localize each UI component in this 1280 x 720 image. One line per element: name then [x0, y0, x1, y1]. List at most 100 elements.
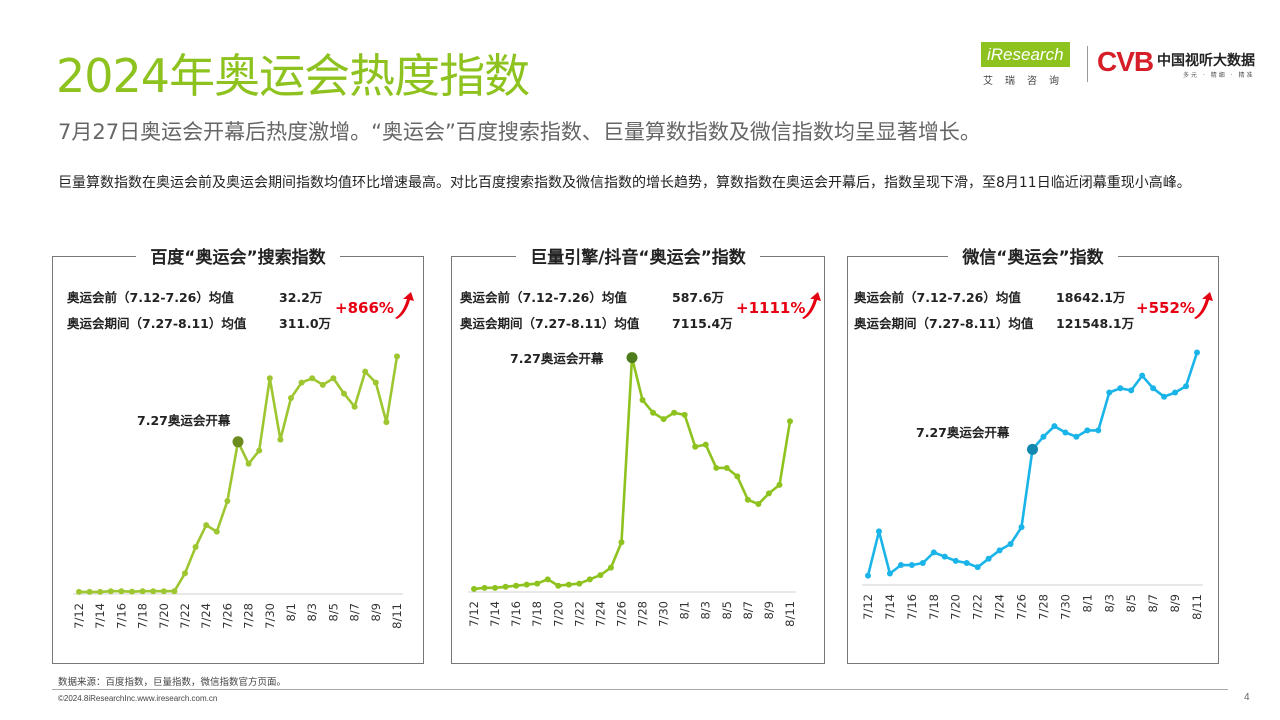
data-point	[650, 409, 657, 416]
data-point	[319, 381, 326, 388]
x-tick-label: 7/22	[178, 603, 192, 629]
cvb-logo-mark: CVB	[1097, 46, 1154, 77]
data-point	[776, 481, 783, 488]
stat-label-before: 奥运会前（7.12-7.26）均值	[67, 290, 234, 305]
chart-title: 巨量引擎/抖音“奥运会”指数	[452, 243, 824, 268]
data-point	[129, 588, 135, 595]
iresearch-logo: iResearch 艾瑞咨询	[981, 42, 1079, 88]
stat-label-before: 奥运会前（7.12-7.26）均值	[460, 290, 627, 305]
chart-panel-douyin: 巨量引擎/抖音“奥运会”指数 奥运会前（7.12-7.26）均值 587.6万 …	[451, 248, 825, 664]
highlight-point	[626, 352, 638, 364]
series-line	[866, 352, 1199, 576]
x-tick-label: 8/11	[390, 603, 404, 629]
data-point	[607, 564, 614, 571]
data-point	[963, 559, 970, 566]
cvb-logo: CVB 中国视听大数据 多元 · 精细 · 精准	[1097, 46, 1269, 86]
data-point	[362, 368, 369, 375]
data-point	[681, 411, 688, 418]
x-tick-label: 7/12	[467, 601, 481, 627]
stat-value-during: 311.0万	[279, 316, 332, 331]
x-tick-label: 8/7	[348, 603, 362, 622]
data-point	[298, 379, 305, 386]
opening-annotation: 7.27奥运会开幕	[916, 425, 1010, 440]
data-point	[1040, 433, 1047, 440]
x-tick-label: 7/24	[593, 601, 607, 627]
data-point	[118, 588, 125, 595]
x-tick-label: 7/12	[861, 594, 875, 620]
data-point	[86, 588, 93, 595]
x-tick-label: 8/3	[1102, 594, 1116, 613]
data-point	[1117, 385, 1124, 392]
data-point	[985, 555, 992, 562]
iresearch-logo-text: iResearch	[981, 42, 1070, 67]
x-tick-label: 7/26	[220, 603, 234, 629]
data-point	[213, 528, 220, 535]
growth-rate: +552%	[1136, 299, 1195, 317]
data-point	[309, 375, 316, 382]
data-point	[182, 570, 188, 577]
data-point	[713, 464, 720, 471]
cvb-logo-name: 中国视听大数据	[1157, 53, 1255, 69]
growth-rate: +866%	[335, 299, 394, 317]
stat-value-before: 18642.1万	[1056, 290, 1126, 305]
line-chart-wechat: 7.27奥运会开幕 7/12 7/14 7/16 7/18 7/20 7/22 7/24 7/2…	[861, 349, 1204, 620]
data-point	[1128, 387, 1135, 394]
x-tick-label: 7/16	[114, 603, 128, 629]
data-point	[952, 557, 959, 564]
data-point	[481, 584, 488, 591]
data-point	[150, 588, 157, 595]
stat-label-during: 奥运会期间（7.27-8.11）均值	[854, 316, 1034, 331]
highlight-point	[232, 436, 244, 448]
chart-title-text: 百度“奥运会”搜索指数	[136, 248, 340, 268]
data-point	[865, 572, 871, 579]
x-tick-label: 8/3	[699, 601, 713, 620]
data-point	[513, 582, 520, 589]
data-point	[897, 562, 904, 569]
growth-arrow-icon	[395, 292, 414, 319]
data-point	[192, 543, 199, 550]
stat-label-during: 奥运会期间（7.27-8.11）均值	[460, 316, 640, 331]
data-point	[351, 403, 358, 410]
x-tick-label: 7/22	[572, 601, 586, 627]
data-point	[1194, 349, 1200, 356]
stat-value-during: 121548.1万	[1056, 316, 1135, 331]
data-point	[1095, 427, 1102, 434]
data-point	[544, 576, 551, 583]
data-point	[639, 397, 646, 404]
x-tick-label: 8/1	[678, 601, 692, 620]
data-point	[1161, 393, 1168, 400]
stat-value-before: 32.2万	[279, 290, 323, 305]
data-point	[941, 553, 948, 560]
x-tick-label: 7/22	[971, 594, 985, 620]
data-point	[502, 583, 509, 590]
logo-divider	[1087, 46, 1088, 82]
data-point	[974, 564, 981, 571]
data-point	[256, 447, 263, 454]
x-tick-label: 8/9	[369, 603, 383, 622]
x-tick-label: 7/18	[136, 603, 150, 629]
data-point	[1150, 385, 1157, 392]
data-point	[288, 394, 294, 401]
data-point	[996, 547, 1003, 554]
x-tick-label: 8/3	[305, 603, 319, 622]
data-point	[277, 436, 284, 443]
page-description: 巨量算数指数在奥运会前及奥运会期间指数均值环比增速最高。对比百度搜索指数及微信指…	[58, 175, 1191, 191]
x-tick-label: 8/11	[1190, 594, 1204, 620]
data-point	[330, 375, 337, 382]
chart-panel-baidu: 百度“奥运会”搜索指数 奥运会前（7.12-7.26）均值 32.2万 奥运会期…	[52, 248, 424, 664]
x-tick-label: 8/9	[762, 601, 776, 620]
x-tick-label: 8/7	[741, 601, 755, 620]
stat-label-before: 奥运会前（7.12-7.26）均值	[854, 290, 1021, 305]
data-point	[765, 490, 772, 497]
data-point	[671, 409, 678, 416]
data-point	[97, 588, 104, 595]
data-point	[734, 473, 741, 480]
x-tick-label: 8/7	[1146, 594, 1160, 613]
data-point	[787, 418, 793, 425]
highlight-point	[1027, 443, 1038, 455]
line-chart-douyin: 7.27奥运会开幕 7/12 7/14 7/16 7/18 7/20 7/22 7/24 7/2…	[467, 351, 797, 627]
x-tick-label: 8/5	[1124, 594, 1138, 613]
data-point	[160, 588, 167, 595]
growth-arrow-icon	[1194, 292, 1213, 319]
x-tick-label: 7/14	[488, 601, 502, 627]
